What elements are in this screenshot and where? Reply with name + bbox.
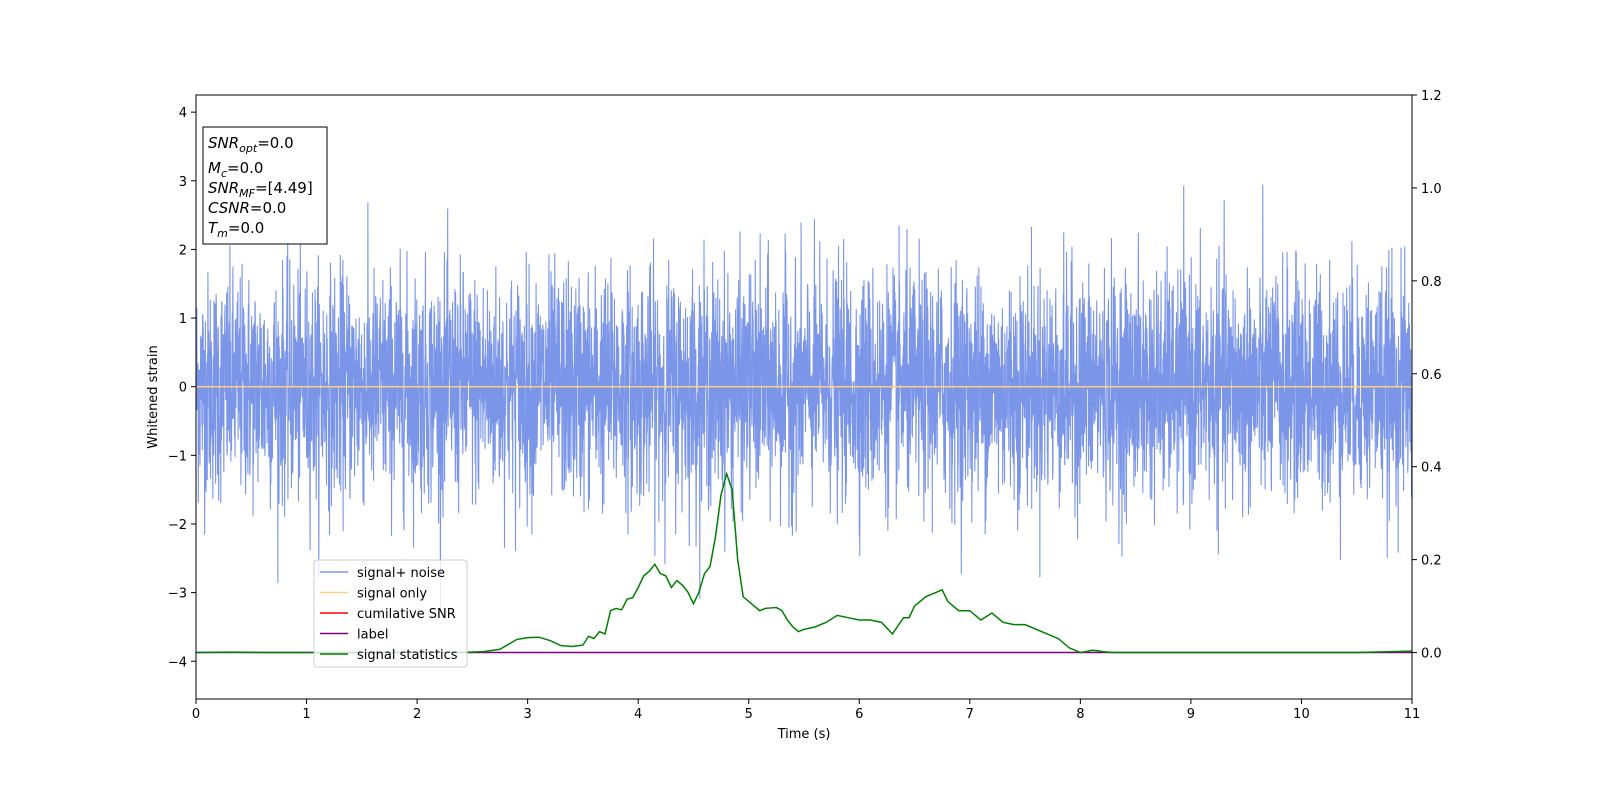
legend-label: signal+ noise xyxy=(357,566,445,581)
info-mc-sub: c xyxy=(221,167,227,180)
x-tick-label: 9 xyxy=(1187,707,1195,722)
y-tick-label: −3 xyxy=(168,587,187,602)
x-axis-label: Time (s) xyxy=(777,727,831,742)
y2-tick-label: 0.2 xyxy=(1421,554,1442,569)
y-axis-label: Whitened strain xyxy=(146,345,161,448)
info-tm-base: T xyxy=(208,219,219,237)
info-snr-opt-value: =0.0 xyxy=(257,134,293,152)
info-mc-value: =0.0 xyxy=(227,159,263,177)
y2-tick-label: 0.8 xyxy=(1421,275,1442,290)
legend-label: label xyxy=(357,628,388,643)
y-tick-label: 4 xyxy=(179,106,187,121)
y-axis-right: 0.0 0.2 0.4 0.6 0.8 1.0 1.2 xyxy=(1412,89,1442,662)
x-axis: 0 1 2 3 4 5 6 7 8 9 10 11 xyxy=(192,699,1420,722)
info-snr-mf: SNRMF=[4.49] xyxy=(208,179,313,200)
x-tick-label: 3 xyxy=(523,707,531,722)
info-csnr-value: =0.0 xyxy=(250,199,286,217)
legend-frame xyxy=(313,559,468,668)
info-mc: Mc=0.0 xyxy=(208,159,263,180)
x-tick-label: 5 xyxy=(745,707,753,722)
x-tick-label: 0 xyxy=(192,707,200,722)
legend-label: cumilative SNR xyxy=(357,607,456,622)
info-tm: Tm=0.0 xyxy=(208,219,264,240)
info-snr-opt-base: SNR xyxy=(208,134,239,152)
info-snr-opt-sub: opt xyxy=(239,142,258,155)
info-box: SNRopt=0.0 Mc=0.0 SNRMF=[4.49] CSNR=0.0 … xyxy=(202,126,328,245)
y-tick-label: −1 xyxy=(168,449,187,464)
y-tick-label: −2 xyxy=(168,518,187,533)
plot-frame xyxy=(195,94,1413,700)
x-tick-label: 6 xyxy=(855,707,863,722)
x-tick-label: 1 xyxy=(302,707,310,722)
info-tm-value: =0.0 xyxy=(228,219,264,237)
info-tm-sub: m xyxy=(217,227,228,240)
legend-label: signal statistics xyxy=(357,648,458,663)
info-snr-opt: SNRopt=0.0 xyxy=(208,134,294,155)
info-snr-mf-sub: MF xyxy=(239,187,255,200)
y2-tick-label: 1.0 xyxy=(1421,182,1442,197)
x-tick-label: 2 xyxy=(413,707,421,722)
x-tick-label: 10 xyxy=(1293,707,1310,722)
y2-tick-label: 1.2 xyxy=(1421,89,1442,104)
info-snr-mf-value: =[4.49] xyxy=(255,179,313,197)
x-tick-label: 4 xyxy=(634,707,642,722)
y-tick-label: 3 xyxy=(179,175,187,190)
x-tick-label: 11 xyxy=(1404,707,1421,722)
y2-tick-label: 0.6 xyxy=(1421,368,1442,383)
legend-label: signal only xyxy=(357,587,427,602)
y2-tick-label: 0.4 xyxy=(1421,461,1442,476)
info-snr-mf-base: SNR xyxy=(208,179,239,197)
y-tick-label: 0 xyxy=(179,381,187,396)
noise-series-layer xyxy=(195,184,1413,614)
y-axis-left: −4 −3 −2 −1 0 1 2 3 4 xyxy=(168,106,196,670)
info-box-frame xyxy=(202,126,328,245)
x-tick-label: 8 xyxy=(1076,707,1084,722)
series-signal-noise xyxy=(195,184,1413,614)
y-tick-label: 1 xyxy=(179,312,187,327)
y-tick-label: 2 xyxy=(179,243,187,258)
info-mc-base: M xyxy=(208,159,221,177)
info-csnr-base: CSNR xyxy=(208,199,250,217)
y-tick-label: −4 xyxy=(168,655,187,670)
y2-tick-label: 0.0 xyxy=(1421,647,1442,662)
series-line-4 xyxy=(195,471,1413,654)
legend: signal+ noise signal only cumilative SNR la… xyxy=(313,559,468,668)
info-csnr: CSNR=0.0 xyxy=(208,199,286,217)
x-tick-label: 7 xyxy=(966,707,974,722)
